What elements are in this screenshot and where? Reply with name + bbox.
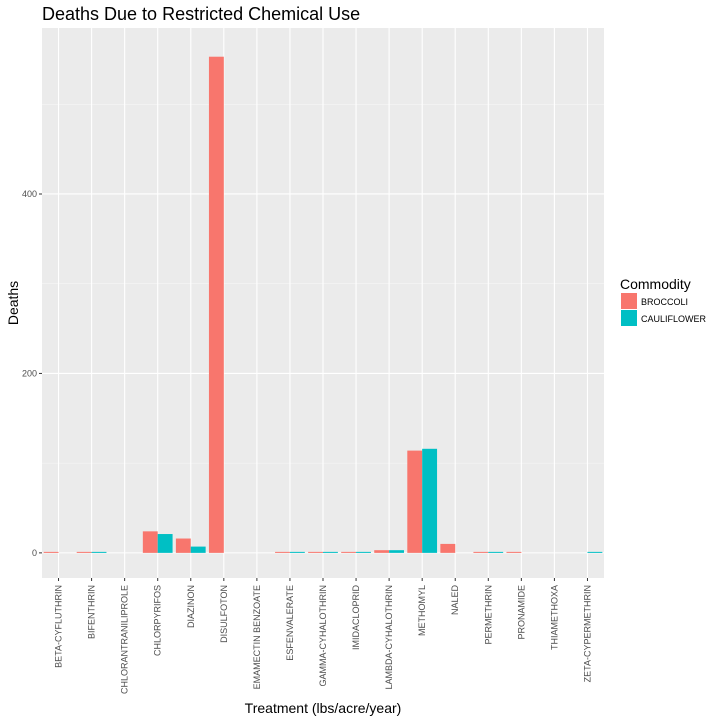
bar-broccoli-disulfoton xyxy=(208,56,224,553)
y-tick-label: 400 xyxy=(22,189,37,199)
legend: Commodity BROCCOLI CAULIFLOWER xyxy=(620,276,707,326)
x-tick-label: NALED xyxy=(450,585,460,616)
x-tick-label: PERMETHRIN xyxy=(483,585,493,645)
bar-broccoli-lambda-cyhalothrin xyxy=(374,550,390,553)
bar-broccoli-imidacloprid xyxy=(341,551,357,553)
x-tick-label: BETA-CYFLUTHRIN xyxy=(54,585,64,668)
bar-broccoli-diazinon xyxy=(175,538,191,553)
bar-broccoli-pronamide xyxy=(506,551,522,553)
x-tick-label: ESFENVALERATE xyxy=(285,585,295,661)
bar-cauliflower-lambda-cyhalothrin xyxy=(389,550,404,553)
y-tick-label: 0 xyxy=(32,548,37,558)
bar-cauliflower-imidacloprid xyxy=(356,551,371,553)
x-tick-label: DIAZINON xyxy=(186,585,196,628)
bar-broccoli-beta-cyfluthrin xyxy=(43,551,59,553)
bar-cauliflower-diazinon xyxy=(190,546,206,553)
x-tick-label: IMIDACLOPRID xyxy=(351,585,361,651)
x-tick-label: ZETA-CYPERMETHRIN xyxy=(582,585,592,682)
x-tick-label: METHOMYL xyxy=(417,585,427,636)
y-axis-title: Deaths xyxy=(5,281,21,325)
bar-cauliflower-gamma-cyhalothrin xyxy=(323,551,338,553)
x-tick-label: PRONAMIDE xyxy=(516,585,526,640)
x-tick-label: BIFENTHRIN xyxy=(87,585,97,639)
chart-title: Deaths Due to Restricted Chemical Use xyxy=(42,4,360,24)
x-tick-label: CHLORANTRANILIPROLE xyxy=(120,585,130,694)
bar-broccoli-permethrin xyxy=(473,551,489,553)
x-tick-label: LAMBDA-CYHALOTHRIN xyxy=(384,585,394,690)
bar-cauliflower-esfenvalerate xyxy=(289,551,305,553)
bar-broccoli-methomyl xyxy=(407,450,423,553)
legend-swatch-broccoli xyxy=(621,293,637,309)
bar-cauliflower-zeta-cypermethrin xyxy=(587,551,603,553)
legend-label-broccoli: BROCCOLI xyxy=(641,297,688,307)
bar-broccoli-chlorpyrifos xyxy=(142,531,158,553)
y-tick-label: 200 xyxy=(22,368,37,378)
bar-cauliflower-permethrin xyxy=(488,551,504,553)
bar-broccoli-esfenvalerate xyxy=(275,551,290,553)
y-axis: 0 200 400 xyxy=(22,189,42,558)
x-tick-label: DISULFOTON xyxy=(219,585,229,643)
bars xyxy=(43,56,603,553)
grid-lines xyxy=(42,28,604,578)
bar-broccoli-gamma-cyhalothrin xyxy=(308,551,323,553)
x-axis: BETA-CYFLUTHRIN BIFENTHRIN CHLORANTRANILIP… xyxy=(54,578,592,694)
bar-cauliflower-methomyl xyxy=(422,448,438,553)
legend-label-cauliflower: CAULIFLOWER xyxy=(641,314,707,324)
legend-swatch-cauliflower xyxy=(621,310,637,326)
bar-broccoli-naled xyxy=(440,543,456,553)
legend-title: Commodity xyxy=(620,276,691,292)
x-tick-label: EMAMECTIN BENZOATE xyxy=(252,585,262,689)
x-tick-label: CHLORPYRIFOS xyxy=(153,585,163,656)
x-axis-title: Treatment (lbs/acre/year) xyxy=(245,700,402,716)
x-tick-label: THIAMETHOXA xyxy=(549,585,559,650)
bar-cauliflower-chlorpyrifos xyxy=(157,534,173,553)
bar-broccoli-bifenthrin xyxy=(76,551,92,553)
legend-items: BROCCOLI CAULIFLOWER xyxy=(621,293,707,326)
bar-cauliflower-bifenthrin xyxy=(91,551,107,553)
x-tick-label: GAMMA-CYHALOTHRIN xyxy=(318,585,328,687)
